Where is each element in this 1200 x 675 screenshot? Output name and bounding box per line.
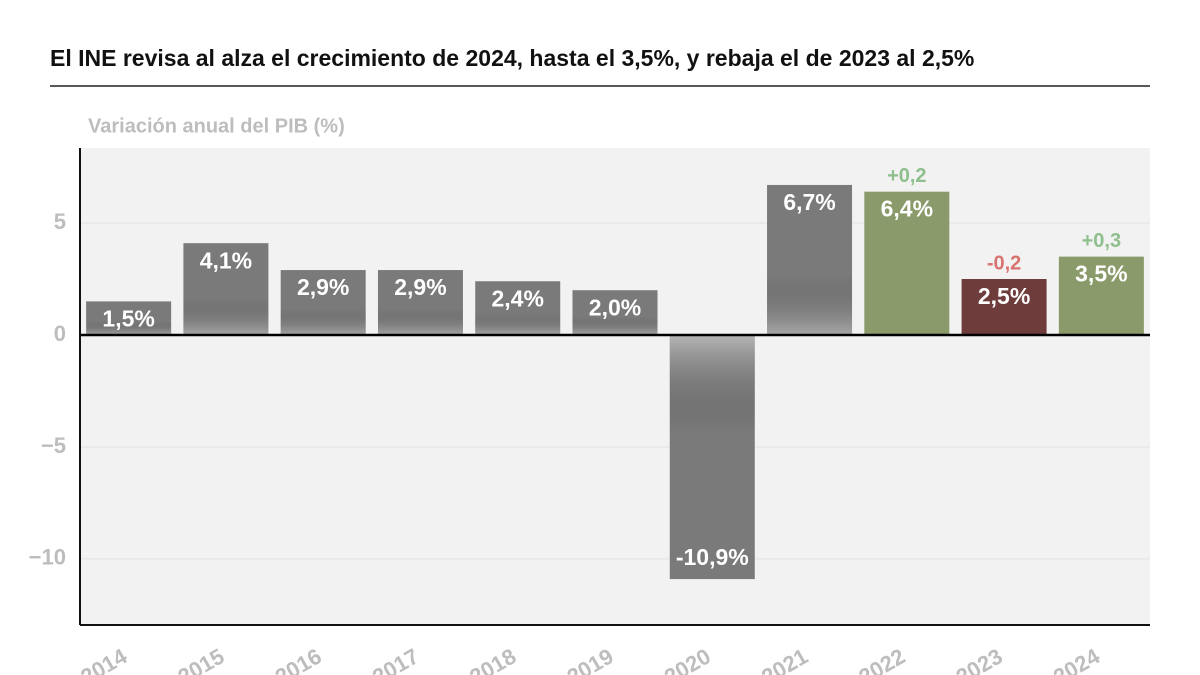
x-tick-label: 2021 (757, 643, 812, 675)
bar-shade (572, 290, 658, 335)
value-label: 2,9% (394, 274, 446, 300)
value-label: 6,7% (783, 189, 835, 215)
value-label: 2,9% (297, 274, 349, 300)
plot-area (80, 148, 1150, 625)
x-tick-label: 2023 (952, 643, 1007, 675)
x-tick-label: 2016 (271, 643, 326, 675)
value-label: 3,5% (1075, 261, 1127, 287)
revision-label: +0,2 (887, 165, 926, 187)
x-tick-label: 2020 (660, 643, 715, 675)
bar-shade (669, 334, 755, 580)
bar-shade (475, 281, 561, 335)
y-tick-label: −5 (41, 433, 66, 458)
bar-shade (767, 184, 853, 335)
y-tick-label: 0 (54, 321, 66, 346)
x-tick-label: 2024 (1049, 643, 1105, 675)
revision-label: +0,3 (1082, 230, 1121, 252)
value-label: 2,5% (978, 283, 1030, 309)
value-label: 2,0% (589, 294, 641, 320)
x-tick-label: 2014 (76, 643, 132, 675)
value-label: -10,9% (676, 544, 749, 570)
value-label: 2,4% (492, 285, 544, 311)
value-label: 4,1% (200, 247, 252, 273)
bar (961, 279, 1047, 335)
y-tick-label: −10 (29, 545, 66, 570)
bar-shade (377, 270, 463, 335)
value-label: 6,4% (881, 196, 933, 222)
chart-title: El INE revisa al alza el crecimiento de … (50, 45, 974, 71)
bar-shade (183, 243, 269, 335)
value-label: 1,5% (102, 305, 154, 331)
bar-shade (86, 301, 172, 335)
bar (864, 191, 950, 335)
bar (1058, 256, 1144, 335)
y-tick-label: 5 (54, 209, 66, 234)
x-tick-label: 2019 (563, 643, 618, 675)
revision-label: -0,2 (987, 252, 1021, 274)
bar-shade (280, 270, 366, 335)
x-tick-label: 2015 (174, 643, 229, 675)
x-tick-label: 2018 (465, 643, 520, 675)
x-tick-label: 2017 (368, 643, 423, 675)
x-tick-label: 2022 (855, 643, 910, 675)
chart-subtitle: Variación anual del PIB (%) (88, 115, 345, 137)
